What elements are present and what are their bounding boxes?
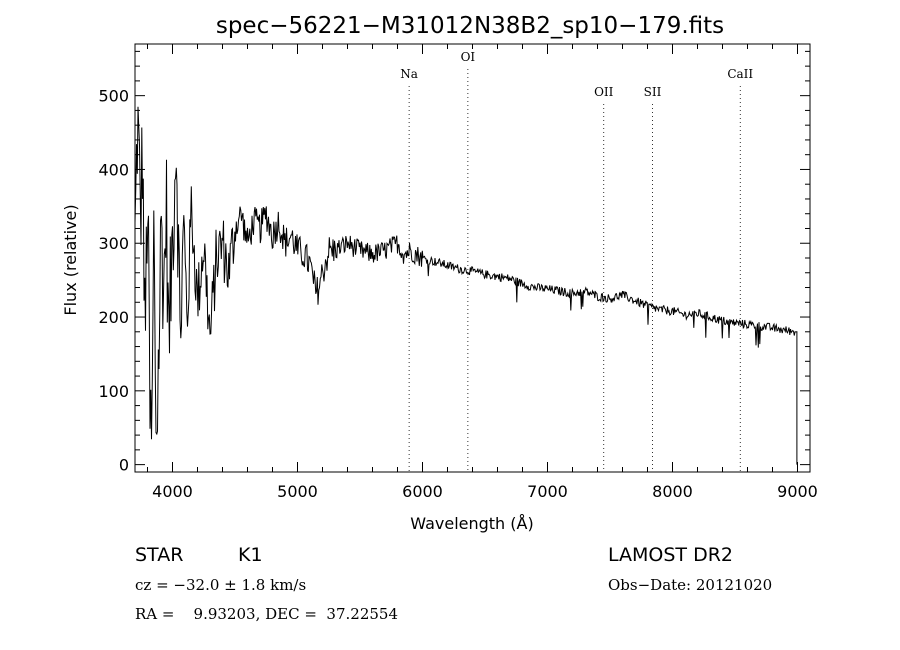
line-label-na: Na [400, 67, 418, 81]
axes: 4000 5000 6000 7000 8000 9000 0 100 200 300 400 500 [98, 43, 818, 501]
class-label: STAR [135, 544, 183, 566]
spectrum-series-line [134, 106, 798, 465]
x-tick-label: 4000 [152, 482, 193, 501]
line-label-oii: OII [594, 85, 614, 99]
survey-label: LAMOST DR2 [608, 544, 733, 566]
redshift-text: cz = −32.0 ± 1.8 km/s [135, 576, 306, 594]
x-tick-label: 5000 [277, 482, 318, 501]
y-tick-label: 400 [98, 160, 129, 179]
line-label-sii: SII [644, 85, 662, 99]
coordinates-text: RA = 9.93203, DEC = 37.22554 [135, 605, 398, 623]
x-tick-label: 7000 [527, 482, 568, 501]
y-tick-label: 200 [98, 308, 129, 327]
y-axis-label: Flux (relative) [61, 204, 80, 315]
x-tick-label: 8000 [652, 482, 693, 501]
chart-title: spec−56221−M31012N38B2_sp10−179.fits [216, 13, 724, 39]
subclass-label: K1 [238, 544, 263, 566]
y-tick-label: 500 [98, 87, 129, 106]
x-tick-label: 6000 [402, 482, 443, 501]
y-tick-label: 100 [98, 382, 129, 401]
y-tick-label: 0 [119, 456, 129, 475]
line-label-caii: CaII [727, 67, 753, 81]
line-label-oi: OI [461, 50, 476, 64]
plot-frame [134, 43, 811, 473]
x-tick-label: 9000 [777, 482, 818, 501]
y-tick-label: 300 [98, 234, 129, 253]
obs-date-text: Obs−Date: 20121020 [608, 576, 772, 594]
x-axis-label: Wavelength (Å) [410, 514, 533, 533]
spectral-lines: Na OI OII SII CaII [400, 50, 753, 472]
